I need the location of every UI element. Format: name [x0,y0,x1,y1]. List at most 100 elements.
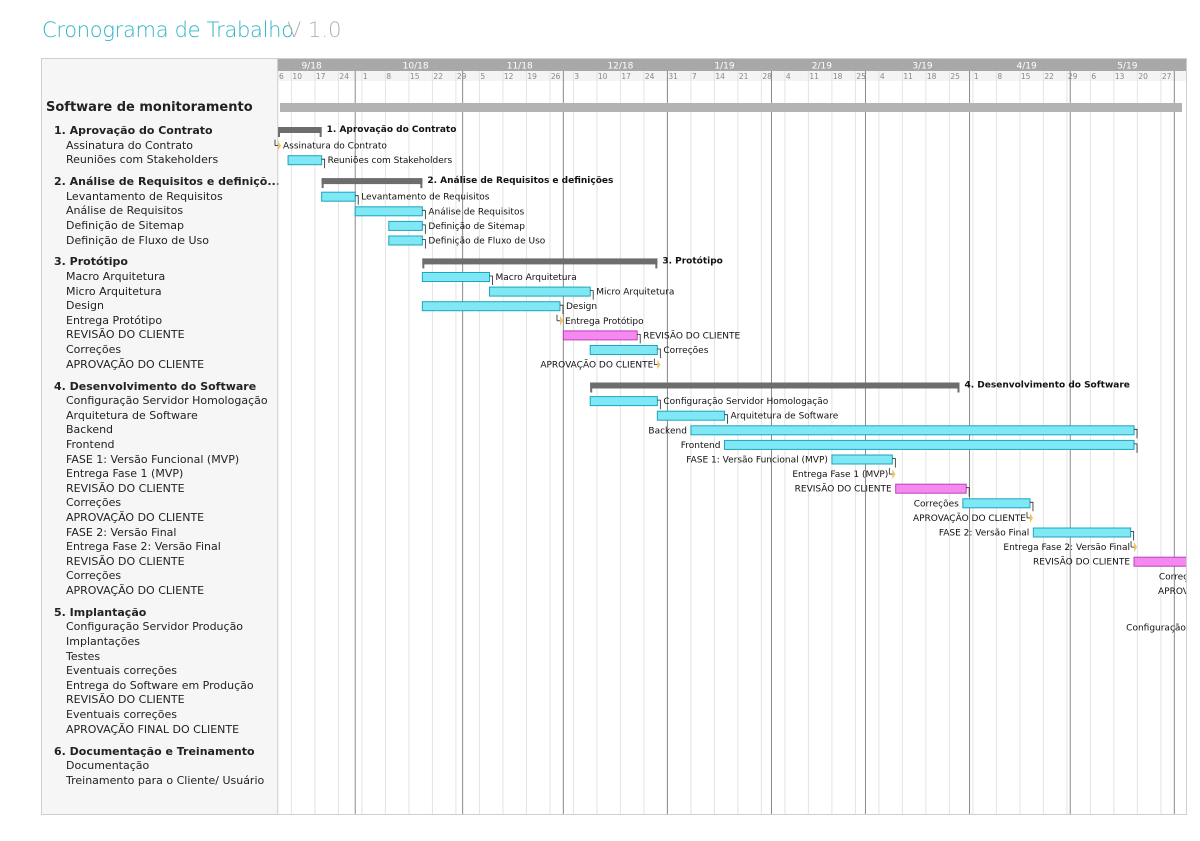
task-label: Micro Arquitetura [66,284,162,298]
phase-bar-label: 1. Aprovação do Contrato [327,125,457,135]
phase-label: 2. Análise de Requisitos e definiçõ... [54,175,280,189]
day-tick-label: 15 [410,72,420,81]
task-label: APROVAÇÃO DO CLIENTE [66,510,205,524]
day-tick-label: 19 [527,72,537,81]
task-label: Entrega Protótipo [66,313,163,327]
milestone-label: Entrega Fase 2: Versão Final [1003,543,1130,553]
day-tick-label: 13 [1115,72,1125,81]
day-tick-label: 4 [786,72,791,81]
day-tick-label: 25 [950,72,960,81]
day-tick-label: 17 [316,72,326,81]
phase-bar [321,178,423,185]
dependency-connector [489,275,493,285]
day-tick-label: 3 [574,72,579,81]
day-tick-label: 24 [645,72,655,81]
dependency-connector [422,224,426,234]
task-label: Correções [66,343,122,356]
day-tick-label: 18 [927,72,937,81]
task-label: Testes [66,649,101,663]
dependency-connector [637,334,641,344]
phase-bar-cap-end [319,127,322,137]
task-label: Reuniões com Stakeholders [66,153,219,167]
milestone-label: APROVAÇÃO DO CLIENTE [1158,586,1186,597]
phase-bar-label: 3. Protótipo [662,255,723,266]
day-tick-label: 11 [903,72,913,81]
task-label: Correções [66,496,122,510]
phase-bar-cap-start [422,258,425,269]
milestone-marker [559,315,563,326]
gantt-chart: 6 10 17 24 1 8 15 22 29 5 12 19 26 3 10 17 24 31 7 14 21 28 4 1… [274,59,1186,814]
phase-bar-cap-end [420,178,423,189]
task-label: Backend [66,423,114,437]
day-tick-label: 8 [997,72,1002,81]
task-bar [354,206,423,217]
dependency-connector [1029,501,1034,512]
day-tick-label: 7 [692,72,697,81]
milestone-label: Entrega Protótipo [565,316,644,327]
milestone-marker [1029,512,1033,523]
dependency-connector [1130,531,1135,541]
task-label: Treinamento para o Cliente/ Usuário [66,773,265,787]
dependency-connector [355,195,359,205]
day-tick-label: 1 [974,72,979,81]
task-bar-label: Definição de Fluxo de Uso [428,237,545,247]
day-tick-label: 5 [480,72,485,81]
task-label: Levantamento de Requisitos [66,189,223,203]
day-tick-label: 21 [739,72,749,81]
milestone-label: APROVAÇÃO DO CLIENTE [913,513,1026,524]
month-label: 1/19 [714,62,734,72]
task-label: Definição de Sitemap [66,218,185,232]
task-label: Design [66,299,104,313]
version-label: V 1.0 [287,18,342,42]
task-bar [962,498,1031,509]
review-bar [562,330,638,341]
task-bar [831,454,893,465]
day-tick-label: 10 [598,72,608,81]
task-label: Macro Arquitetura [66,270,166,283]
dependency-connector [321,158,326,169]
phase-label: 3. Protótipo [54,255,128,269]
task-bar-label: Definição de Sitemap [428,222,525,232]
month-label: 10/18 [403,62,429,72]
milestone-marker [1134,542,1138,553]
phase-bar-cap-start [321,178,324,189]
task-label: FASE 1: Versão Funcional (MVP) [66,452,240,466]
day-tick-label: 29 [1068,72,1078,81]
task-bar-label: Frontend [681,441,721,451]
milestone-label: Entrega Fase 1 (MVP) [792,470,888,480]
day-tick-label: 1 [363,72,368,81]
review-bar [1133,556,1186,567]
task-label: Eventuais correções [66,708,177,721]
phase-label: 1. Aprovação do Contrato [54,124,213,137]
dependency-connector [657,348,661,358]
task-bar-label: Arquitetura de Software [730,412,838,422]
day-tick-label: 10 [292,72,302,81]
task-bar-label: REVISÃO DO CLIENTE [1033,557,1130,568]
task-label: Definição de Fluxo de Uso [66,233,209,247]
phase-bar-cap-end [957,382,960,393]
task-label: REVISÃO DO CLIENTE [66,481,185,495]
task-label: Documentação [66,759,150,773]
phase-label: 6. Documentação e Treinamento [54,744,255,758]
task-label: FASE 2: Versão Final [66,525,177,539]
task-label: Entrega Fase 1 (MVP) [66,467,184,481]
task-bar [589,396,658,407]
task-label: Implantações [66,635,141,648]
task-bar-label: Backend [648,426,686,436]
day-tick-label: 20 [1138,72,1148,81]
month-header-bar [278,59,1186,71]
task-bar-label: Correções [1159,572,1186,582]
task-bar-label: REVISÃO DO CLIENTE [643,330,740,341]
month-label: 3/19 [912,62,932,72]
phase-bar [422,258,658,265]
task-bar-label: REVISÃO DO CLIENTE [795,484,892,495]
day-tick-label: 6 [279,72,284,81]
month-label: 4/19 [1017,62,1037,72]
day-tick-label: 29 [457,72,467,81]
phase-bar-label: 2. Análise de Requisitos e definições [427,176,613,186]
dependency-connector [559,304,564,315]
day-tick-label: 22 [433,72,443,81]
task-label: Análise de Requisitos [66,204,184,218]
day-tick-label: 17 [621,72,631,81]
month-label: 9/18 [301,62,321,72]
